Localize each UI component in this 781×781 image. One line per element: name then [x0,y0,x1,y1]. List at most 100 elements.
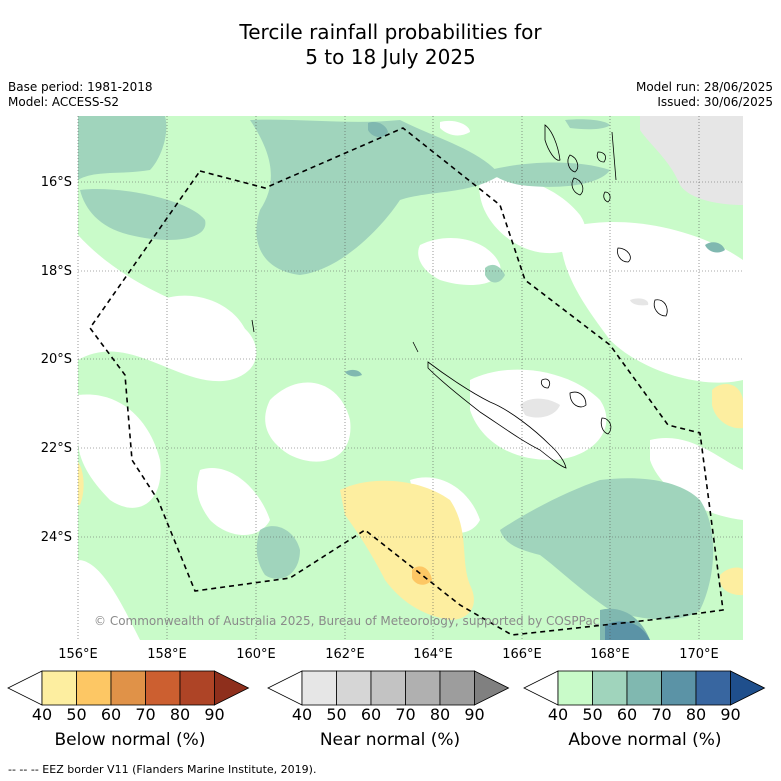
island-coast [412,341,419,353]
colorbar-tick-label: 50 [66,705,87,724]
colorbar-segment [592,670,628,706]
mare-coast [600,417,612,435]
white-region [560,221,743,383]
colorbar-tick-label: 40 [547,705,569,724]
colorbar-segment [336,670,372,706]
above-70-region [605,621,650,640]
above-60-region [368,122,388,138]
meta-right: Model run: 28/06/2025 Issued: 30/06/2025 [636,80,773,110]
colorbar-segment [179,670,215,706]
lat-label: 20°S [40,352,72,367]
above-50-region [80,189,206,240]
near-50-region [520,398,560,418]
colorbar-tick-label: 40 [291,705,313,724]
lon-label: 160°E [236,647,276,662]
lon-label: 168°E [590,647,630,662]
colorbar-near-label: Near normal (%) [319,730,461,750]
lon-label: 158°E [147,647,187,662]
above-50-region [500,478,714,620]
colorbar-above-label: Above normal (%) [568,730,722,750]
colorbar-tick-label: 90 [204,705,225,724]
white-region [479,177,586,254]
white-region [265,382,351,462]
white-region [78,394,161,508]
colorbar-extend-low [7,670,43,706]
colorbar-tick-label: 70 [651,705,672,724]
probability-field [78,116,743,640]
colorbar-tick-label: 60 [360,705,382,724]
colorbar-tick-label: 90 [464,705,485,724]
footer-note: -- -- -- EEZ border V11 (Flanders Marine… [8,763,317,776]
lifou-coast [569,391,587,408]
white-region [418,237,501,285]
colorbar-segment [695,670,731,706]
colorbar-tick-label: 40 [31,705,53,724]
colorbar-segment [405,670,441,706]
above-50-region [485,264,505,283]
colorbar-tick-label: 60 [616,705,638,724]
colorbar-below-label: Below normal (%) [54,730,206,750]
island-coast [653,299,668,317]
white-region [650,437,743,520]
colorbar-segment [301,670,337,706]
colorbar-tick-label: 70 [135,705,156,724]
vanuatu-island-coast [567,154,579,173]
above-50-region [490,162,610,187]
below-50-region [78,462,84,505]
vanuatu-island-coast [571,177,584,196]
near-50-region [640,116,743,205]
white-region [154,295,250,375]
colorbar-extend-high [214,670,250,706]
gridlines [77,116,743,640]
lon-label: 164°E [413,647,453,662]
colorbar-segment [661,670,697,706]
below-50-region [720,567,743,596]
lat-label: 18°S [40,264,72,279]
island-coast [251,319,255,333]
colorbar-tick-label: 80 [169,705,191,724]
copyright-note: © Commonwealth of Australia 2025, Bureau… [94,614,600,628]
lat-label: 24°S [40,530,72,545]
colorbar-segment [76,670,112,706]
colorbar-segment [626,670,662,706]
model-name: Model: ACCESS-S2 [8,95,120,109]
lat-label: 22°S [40,441,72,456]
colorbar-tick-label: 80 [429,705,451,724]
colorbar-segment [439,670,475,706]
colorbar-segment [145,670,181,706]
above-50-region [78,116,167,180]
coastlines [251,124,668,469]
meta-left: Base period: 1981-2018 Model: ACCESS-S2 [8,80,153,110]
colorbar-segment [110,670,146,706]
above-60-region [345,369,362,377]
island-coast [540,378,550,389]
lat-label: 16°S [40,175,72,190]
base-period: Base period: 1981-2018 [8,80,153,94]
colorbar-extend-low [267,670,303,706]
model-run: Model run: 28/06/2025 [635,80,773,94]
vanuatu-island-coast [596,151,606,163]
lon-label: 156°E [58,647,98,662]
below-50-region [340,480,474,620]
colorbar-segment [557,670,593,706]
colorbar-tick-label: 50 [582,705,603,724]
above-50-region [256,526,300,579]
colorbar-extend-high [474,670,510,706]
chart-title-line2: 5 to 18 July 2025 [305,45,476,69]
lon-label: 166°E [502,647,542,662]
efate-coast [603,191,611,203]
vanuatu-island-coast [611,131,617,181]
lon-label: 162°E [325,647,365,662]
colorbar-above [523,670,766,706]
eez-border [89,127,724,636]
tanna-coast [617,247,631,263]
new-caledonia-coast [427,361,567,469]
white-region [197,468,270,535]
white-region [78,560,140,640]
colorbar-tick-label: 50 [326,705,347,724]
issued-date: Issued: 30/06/2025 [657,95,773,109]
colorbar-tick-label: 90 [720,705,741,724]
white-region [440,120,470,136]
colorbar-below [7,670,250,706]
